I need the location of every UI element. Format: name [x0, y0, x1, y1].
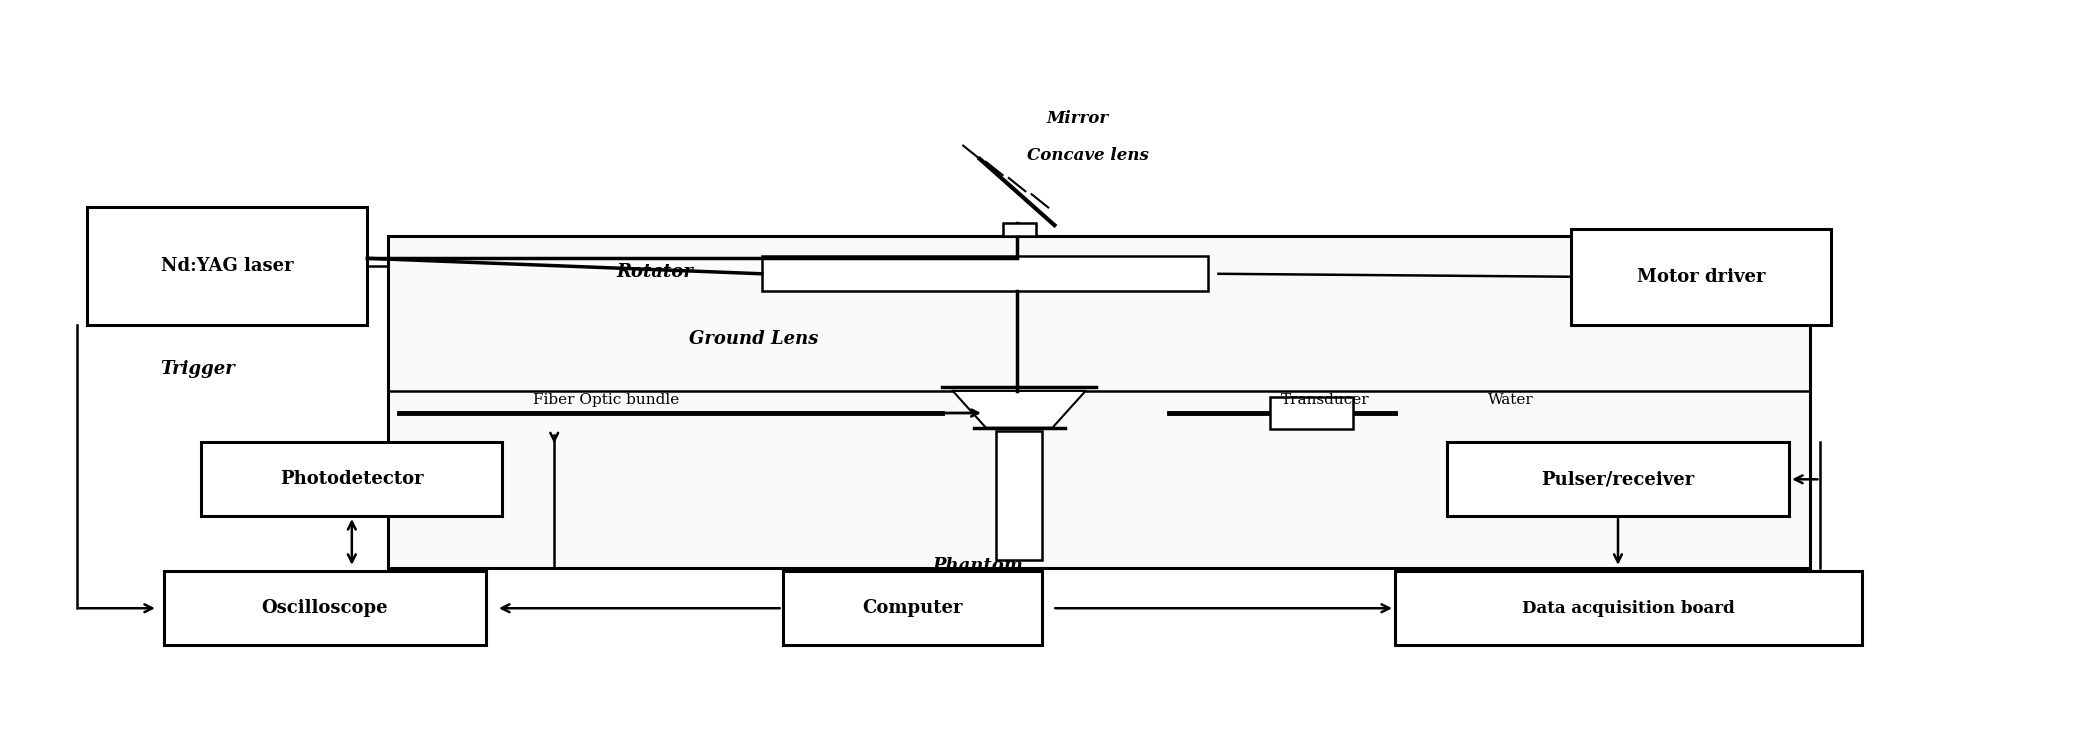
Text: Nd:YAG laser: Nd:YAG laser [160, 257, 294, 275]
Text: Phantom: Phantom [932, 557, 1023, 574]
Text: Computer: Computer [863, 599, 963, 618]
Text: Oscilloscope: Oscilloscope [263, 599, 388, 618]
FancyBboxPatch shape [388, 236, 1811, 568]
Text: Trigger: Trigger [160, 360, 235, 378]
Text: Rotator: Rotator [617, 263, 694, 282]
FancyBboxPatch shape [996, 431, 1042, 560]
FancyBboxPatch shape [1446, 443, 1790, 516]
Text: Transducer: Transducer [1282, 393, 1369, 408]
Text: Photodetector: Photodetector [279, 470, 423, 488]
FancyBboxPatch shape [782, 571, 1042, 645]
Text: Data acquisition board: Data acquisition board [1521, 600, 1734, 617]
Text: Concave lens: Concave lens [1027, 147, 1150, 164]
Text: Fiber Optic bundle: Fiber Optic bundle [534, 393, 679, 408]
FancyBboxPatch shape [1571, 229, 1830, 325]
FancyBboxPatch shape [1394, 571, 1861, 645]
FancyBboxPatch shape [88, 207, 367, 325]
Text: Pulser/receiver: Pulser/receiver [1542, 470, 1694, 488]
FancyBboxPatch shape [165, 571, 486, 645]
FancyBboxPatch shape [1002, 223, 1036, 236]
Text: Mirror: Mirror [1046, 110, 1109, 127]
Text: Ground Lens: Ground Lens [690, 330, 819, 349]
Polygon shape [952, 391, 1086, 428]
FancyBboxPatch shape [1271, 397, 1353, 429]
FancyBboxPatch shape [202, 443, 502, 516]
Text: Motor driver: Motor driver [1636, 267, 1765, 286]
FancyBboxPatch shape [763, 256, 1209, 291]
Text: Water: Water [1488, 393, 1534, 408]
